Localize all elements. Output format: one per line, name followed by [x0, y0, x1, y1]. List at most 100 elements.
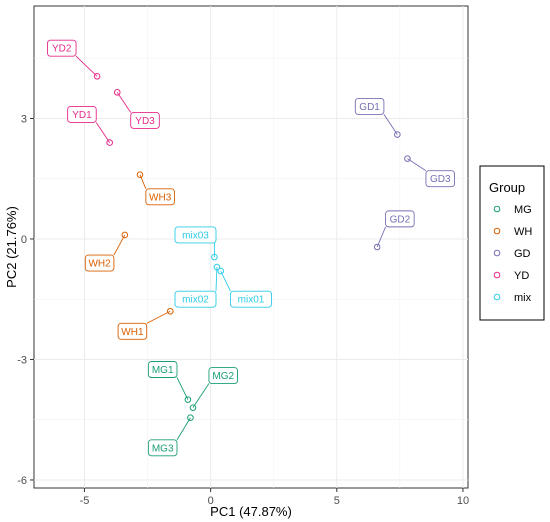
data-point-yd1	[106, 139, 113, 146]
label-connector-mix02	[215, 267, 218, 292]
point-label-wh1: WH1	[117, 322, 148, 340]
label-connector-yd3	[116, 92, 132, 113]
data-point-yd3	[113, 89, 121, 96]
label-connector-yd2	[75, 55, 98, 77]
data-point-yd2	[93, 72, 101, 80]
point-label-mix01: mix01	[230, 290, 272, 308]
data-point-wh1	[166, 307, 174, 315]
label-box	[230, 290, 272, 308]
legend-key-mg	[493, 205, 501, 213]
point-label-yd3: YD3	[130, 112, 160, 129]
y-tick-label: -3	[17, 354, 27, 366]
y-tick-label: 3	[21, 113, 27, 125]
label-box	[425, 170, 455, 188]
point-label-yd2: YD2	[47, 39, 77, 57]
legend-label-wh: WH	[514, 226, 532, 238]
y-tick-label: -6	[17, 475, 27, 487]
point-label-mix03: mix03	[174, 226, 217, 244]
legend-label-mix: mix	[514, 292, 532, 304]
point-label-mix02: mix02	[174, 290, 217, 308]
label-connector-mg3	[176, 417, 191, 441]
label-connector-mix01	[220, 270, 231, 292]
label-connector-wh1	[146, 310, 171, 324]
x-tick-label: 5	[334, 495, 340, 507]
legend-title: Group	[489, 180, 525, 195]
label-text: mix01	[238, 295, 265, 306]
data-point-gd1	[394, 131, 401, 138]
label-text: YD3	[135, 116, 155, 127]
data-point-mg2	[189, 404, 197, 411]
label-box	[354, 97, 385, 115]
label-text: WH3	[149, 192, 172, 203]
label-box	[145, 188, 175, 206]
point-label-wh2: WH2	[84, 254, 115, 272]
label-text: mix02	[182, 295, 209, 306]
label-text: YD2	[52, 44, 72, 55]
data-point-mix01	[217, 267, 225, 275]
label-text: GD1	[359, 102, 380, 113]
legend-key-mix	[493, 293, 501, 301]
y-tick-label: 0	[21, 234, 27, 246]
data-point-gd3	[404, 155, 411, 162]
label-text: WH2	[88, 259, 111, 270]
label-connector-gd1	[383, 114, 398, 135]
label-box	[147, 361, 178, 378]
legend-label-mg: MG	[514, 204, 532, 216]
x-tick-label: 0	[208, 495, 214, 507]
label-connector-wh2	[113, 234, 126, 256]
label-box	[130, 112, 160, 129]
label-box	[208, 367, 238, 384]
legend-key-gd	[493, 249, 501, 257]
label-box	[67, 105, 97, 123]
label-box	[174, 290, 217, 308]
point-label-mg2: MG2	[208, 367, 238, 384]
data-point-mix02	[213, 263, 221, 271]
point-labels: MG1 MG2 MG3 WH1 WH2 WH3 GD1 GD2 GD3 YD1 YD2 YD3 mix0…	[47, 39, 455, 457]
label-connectors	[75, 55, 427, 441]
legend-label-gd: GD	[514, 248, 531, 260]
x-axis-title: PC1 (47.87%)	[210, 504, 292, 519]
label-connector-mg1	[176, 377, 189, 400]
label-text: WH1	[121, 327, 144, 338]
point-label-wh3: WH3	[145, 188, 175, 206]
label-text: MG3	[152, 443, 174, 454]
legend-items: MG WH GD YD mix	[493, 204, 532, 304]
label-box	[47, 39, 77, 57]
label-text: mix03	[182, 230, 209, 241]
legend-box	[479, 165, 545, 321]
label-text: MG1	[152, 365, 174, 376]
point-label-mg3: MG3	[147, 439, 178, 457]
data-points	[93, 72, 411, 422]
point-label-mg1: MG1	[147, 361, 178, 378]
data-point-gd2	[373, 243, 381, 251]
label-text: YD1	[72, 110, 92, 121]
label-connector-gd2	[376, 226, 386, 248]
data-point-wh2	[121, 231, 129, 239]
label-text: MG2	[212, 371, 234, 382]
label-box	[147, 439, 178, 457]
label-text: GD2	[390, 214, 411, 225]
label-connector-mg2	[192, 383, 210, 408]
label-connector-gd3	[407, 158, 427, 172]
data-point-mg3	[187, 414, 194, 422]
y-axis-title: PC2 (21.76%)	[4, 206, 19, 288]
legend-label-yd: YD	[514, 270, 529, 282]
x-tick-label: -5	[80, 495, 90, 507]
data-point-mix03	[211, 253, 218, 261]
axis-ticks: -5 0 5 10 -6 -3 0 3	[17, 113, 469, 507]
grid	[34, 6, 468, 488]
label-box	[174, 226, 217, 244]
legend-key-wh	[493, 227, 501, 235]
point-label-gd1: GD1	[354, 97, 385, 115]
label-connector-yd1	[95, 122, 111, 143]
panel-background	[33, 5, 469, 489]
legend-key-yd	[493, 271, 501, 279]
point-label-gd2: GD2	[385, 210, 415, 228]
label-box	[385, 210, 415, 228]
label-box	[84, 254, 115, 272]
data-point-wh3	[136, 171, 144, 178]
label-box	[117, 322, 148, 340]
data-point-mg1	[184, 396, 192, 403]
point-label-gd3: GD3	[425, 170, 455, 188]
